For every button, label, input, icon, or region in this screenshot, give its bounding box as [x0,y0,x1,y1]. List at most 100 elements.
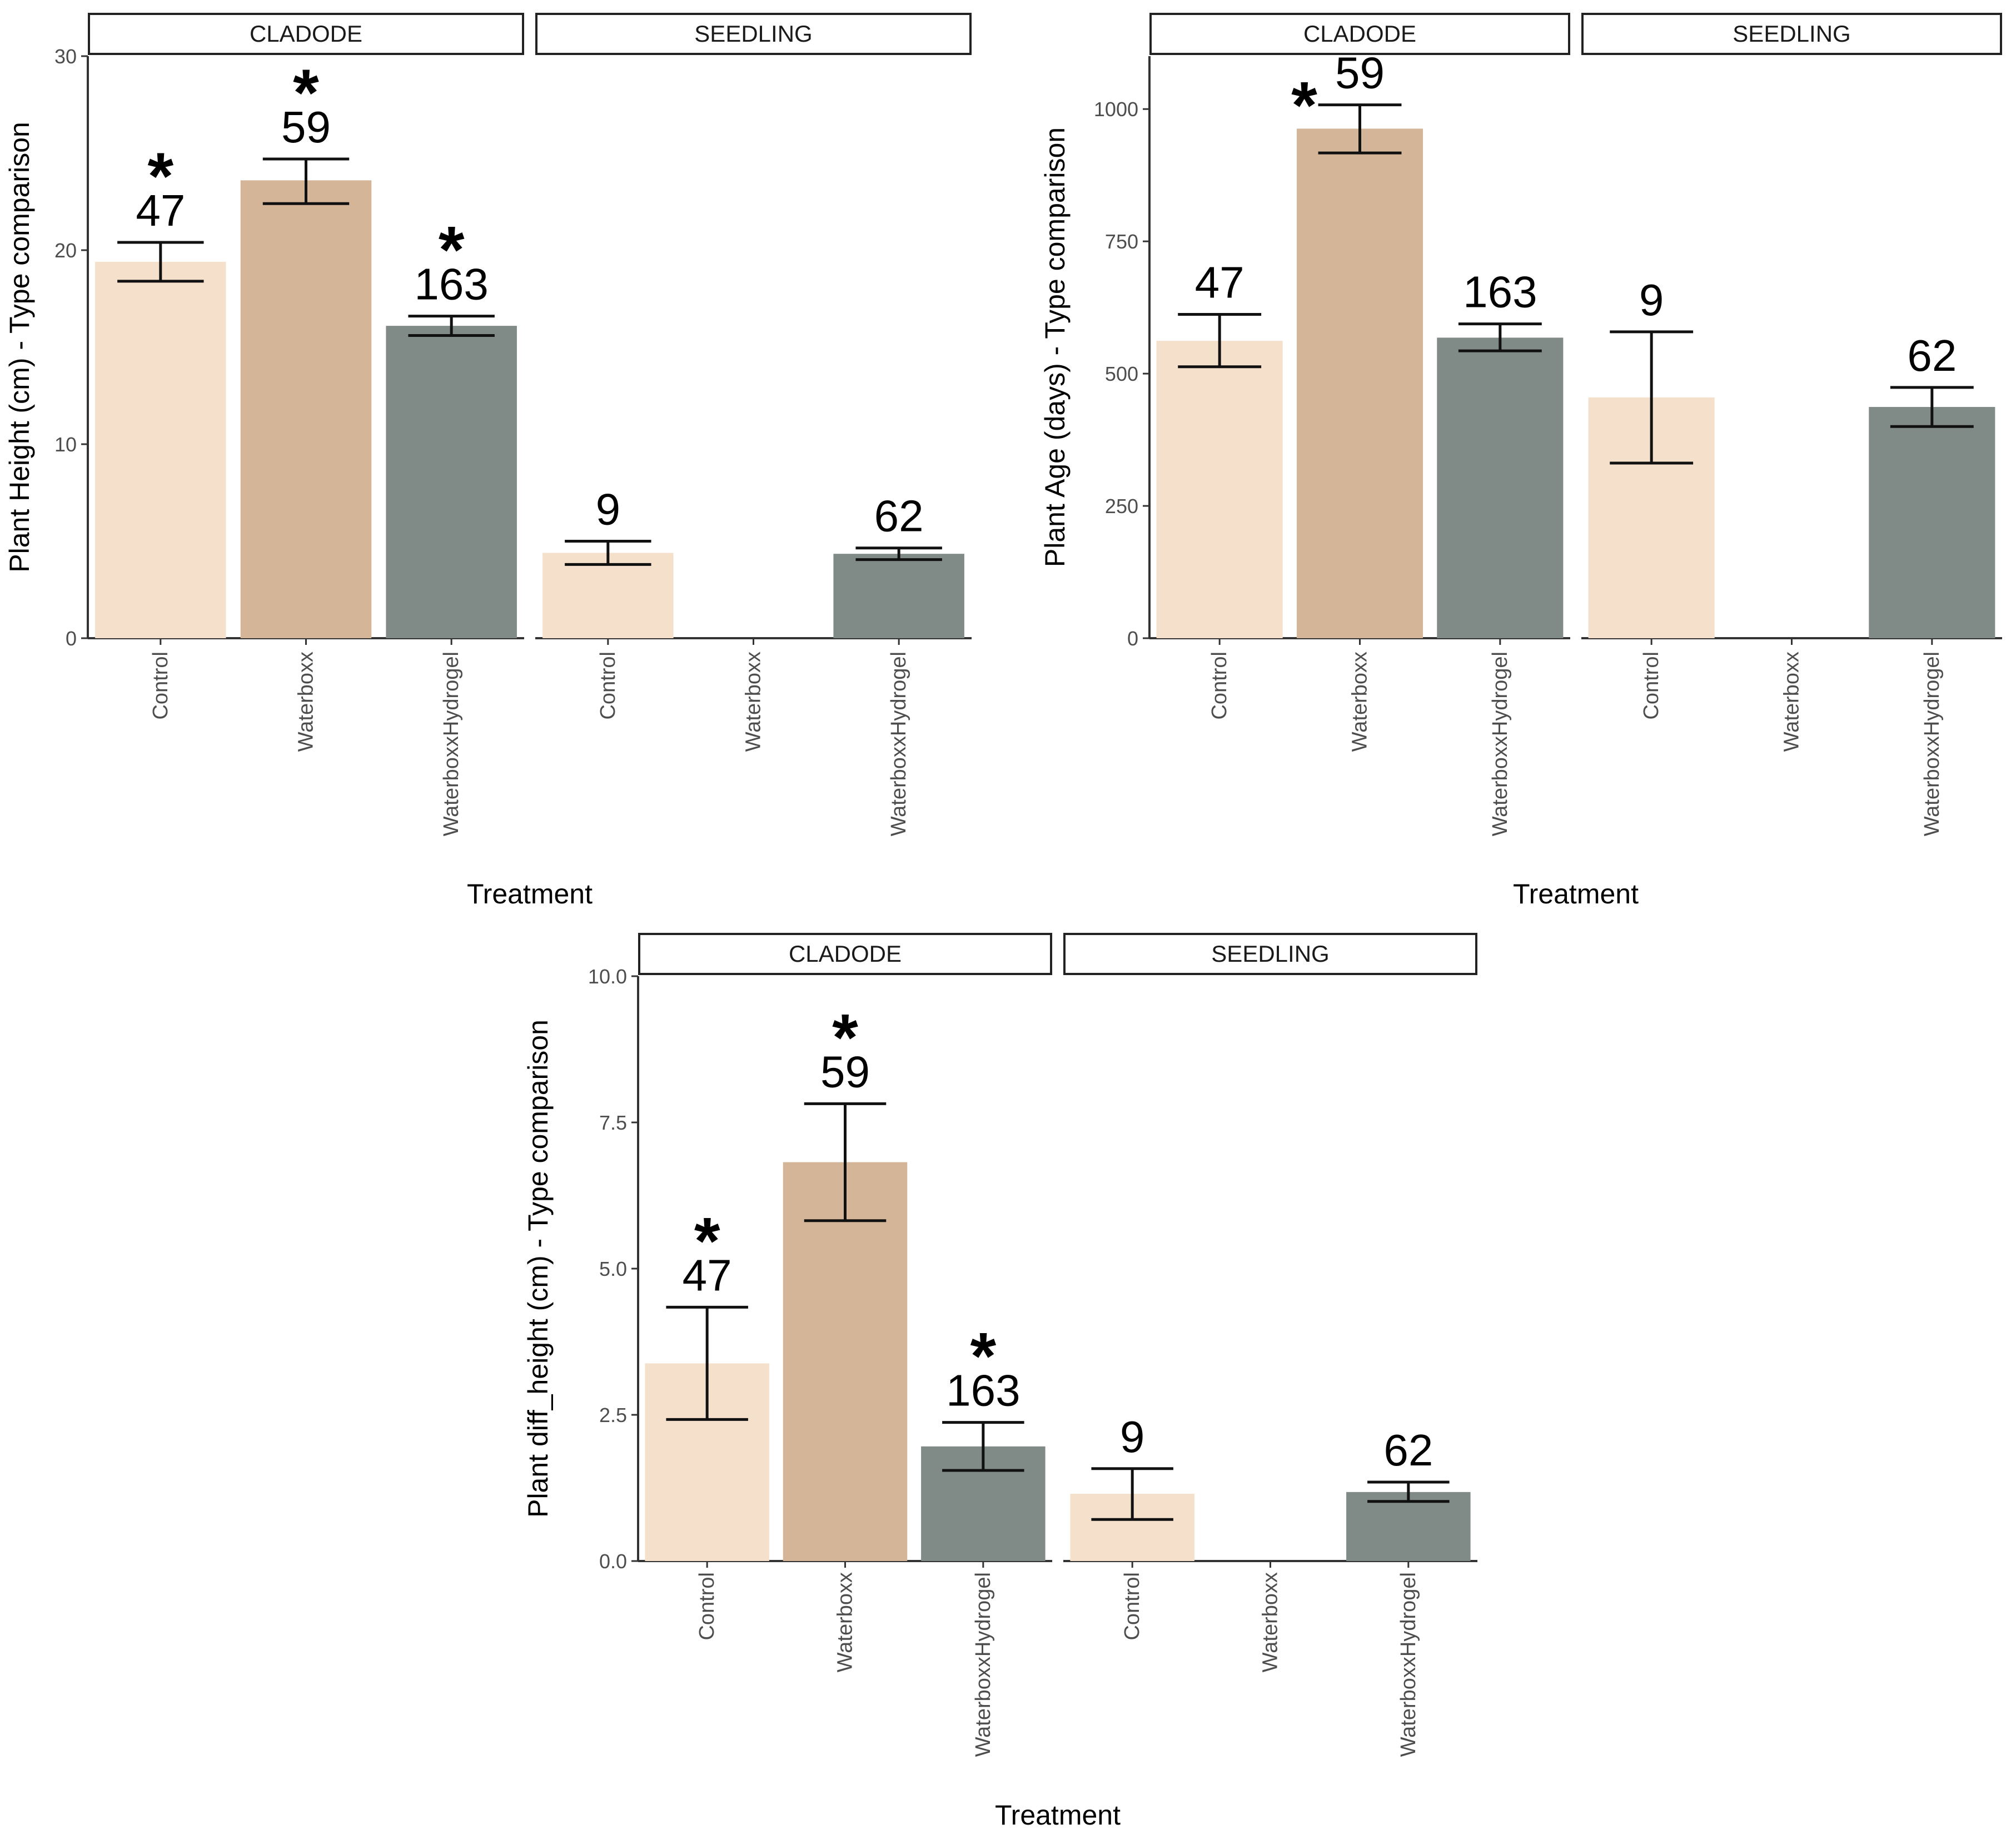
bar [386,326,517,638]
facet-strip-label: CLADODE [789,941,902,967]
sample-size-label: 47 [683,1250,732,1300]
facet-strip-label: SEEDLING [1211,941,1329,967]
y-tick-label: 30 [54,45,77,68]
sample-size-label: 59 [1335,48,1385,98]
facet-strip [1581,13,2002,55]
sample-size-label: 9 [1120,1412,1145,1462]
y-axis-title: Plant diff_height (cm) - Type comparison [522,1020,554,1518]
significance-star: * [832,1000,858,1075]
x-tick-label: Waterboxx [742,652,765,752]
error-bar [1318,103,1402,155]
sample-size-label: 47 [136,186,185,235]
significance-star: * [147,139,173,213]
y-axis-title: Plant Height (cm) - Type comparison [4,122,35,573]
facet-cladode: CLADODE Control 47 Waterboxx 59 * WaterboxxHyd… [1149,13,1570,836]
error-bar [408,315,495,337]
sample-size-label: 62 [874,491,924,541]
error-bar [1091,1467,1173,1521]
bar [1346,1492,1471,1561]
bar [1296,128,1423,638]
x-tick-label: Control [149,652,172,720]
facet-strip [1063,933,1477,975]
x-axis-title: Treatment [467,878,593,909]
bar [542,553,674,638]
facet-strip [88,13,524,55]
error-bar [565,540,651,566]
x-tick-label: WaterboxxHydrogel [1397,1572,1420,1757]
x-tick-label: Waterboxx [1259,1572,1282,1672]
bar [1869,407,1995,638]
error-bar [1178,312,1262,369]
facet-strip-label: SEEDLING [1733,21,1850,47]
plant-diff-height-chart: 0.0 2.5 5.0 7.5 10.0 Plant diff_height (cm) -… [522,933,1477,1831]
bar [783,1162,908,1561]
error-bar [804,1102,887,1222]
y-tick-label: 10 [54,433,77,456]
sample-size-label: 9 [596,485,621,534]
x-tick-label: Waterboxx [1348,652,1372,752]
significance-star: * [1291,68,1317,143]
sample-size-label: 59 [281,102,331,152]
x-tick-label: Waterboxx [834,1572,857,1672]
sample-size-label: 62 [1907,331,1957,380]
facet-strip-label: SEEDLING [694,21,812,47]
error-bar [942,1421,1024,1472]
error-bar [1367,1480,1450,1503]
significance-star: * [293,56,319,130]
x-tick-label: Waterboxx [295,652,318,752]
x-tick-label: WaterboxxHydrogel [1920,652,1944,836]
y-tick-label: 500 [1105,362,1138,385]
error-bar [117,241,204,283]
plant-height-chart: 0 10 20 30 Plant Height (cm) - Type comparis… [4,13,972,909]
x-axis-title: Treatment [995,1800,1121,1831]
plant-age-chart: 0 250 500 750 1000 Plant Age (days) - Type co… [1039,13,2002,909]
y-tick-label: 1000 [1094,98,1138,121]
significance-star: * [694,1204,720,1278]
sample-size-label: 47 [1195,257,1245,307]
sample-size-label: 59 [820,1047,870,1096]
bar [1437,337,1564,638]
facet-seedling: SEEDLING Control 9 Waterboxx WaterboxxHydrog… [535,13,972,836]
y-tick-label: 0.0 [599,1550,627,1573]
facet-strip [535,13,972,55]
x-tick-label: Control [1208,652,1231,720]
y-tick-label: 7.5 [599,1111,627,1134]
error-bar [1890,386,1974,428]
sample-size-label: 163 [1463,267,1537,317]
facet-cladode: CLADODEControl47*Waterboxx59*WaterboxxHy… [88,13,524,836]
error-bar [666,1305,748,1421]
bar [833,554,964,638]
x-axis-title: Treatment [1513,878,1639,909]
y-tick-label: 750 [1105,230,1138,253]
error-bar [1458,322,1542,352]
x-tick-label: Control [596,652,620,720]
y-tick-label: 0 [1127,627,1138,650]
x-tick-label: WaterboxxHydrogel [440,652,463,836]
y-tick-label: 2.5 [599,1404,627,1427]
y-axis-title: Plant Age (days) - Type comparison [1039,127,1071,567]
sample-size-label: 163 [946,1366,1020,1415]
facet-seedling: SEEDLING Control 9 Waterboxx WaterboxxHydrog… [1581,13,2002,836]
facet-strip [1149,13,1570,55]
significance-star: * [439,213,465,287]
facet-strip [638,933,1052,975]
bar [1156,341,1283,638]
sample-size-label: 163 [414,260,488,309]
sample-size-label: 9 [1639,275,1664,325]
facet-cladode: CLADODEControl47*Waterboxx59*WaterboxxHy… [638,933,1052,1757]
facet-strip-label: CLADODE [1303,21,1416,47]
x-tick-label: Waterboxx [1780,652,1804,752]
y-tick-label: 20 [54,239,77,262]
y-tick-label: 250 [1105,495,1138,518]
x-tick-label: WaterboxxHydrogel [887,652,910,836]
error-bar [855,546,942,561]
x-tick-label: WaterboxxHydrogel [972,1572,995,1757]
bar [95,261,226,638]
sample-size-label: 62 [1383,1425,1433,1475]
x-tick-label: WaterboxxHydrogel [1489,652,1512,836]
y-tick-label: 5.0 [599,1258,627,1280]
x-tick-label: Control [1121,1572,1144,1641]
y-tick-label: 10.0 [588,965,627,988]
x-tick-label: Control [1640,652,1663,720]
